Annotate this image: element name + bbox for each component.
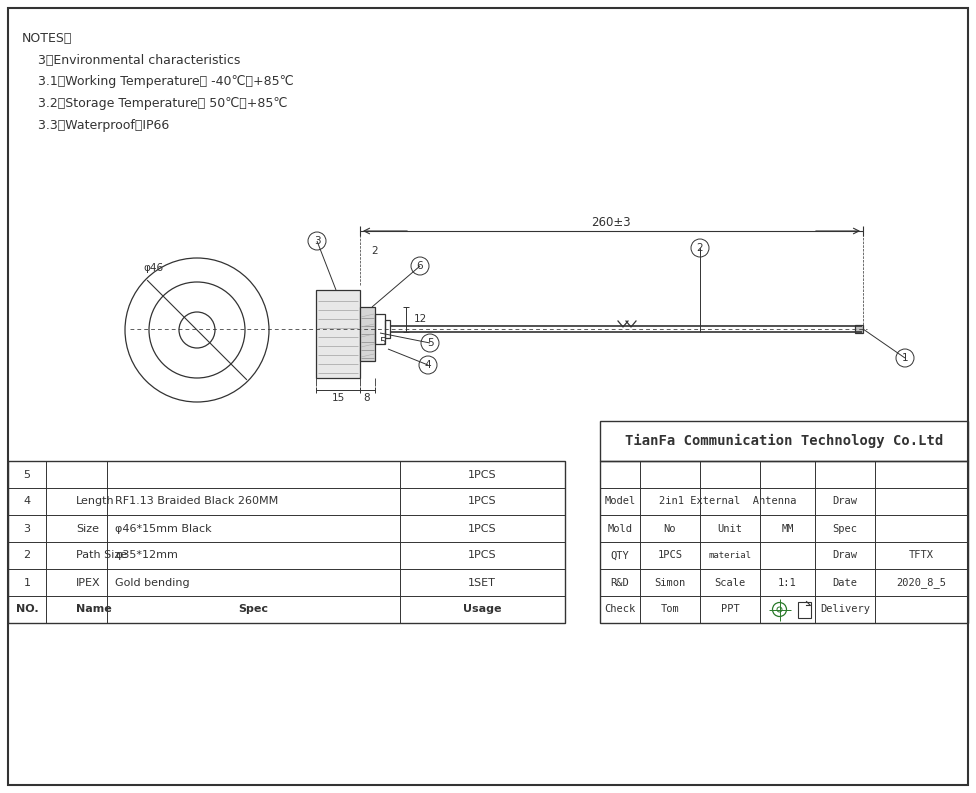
Text: 1PCS: 1PCS bbox=[658, 550, 682, 561]
Text: 3.2、Storage Temperature： 50℃～+85℃: 3.2、Storage Temperature： 50℃～+85℃ bbox=[22, 98, 287, 110]
Text: material: material bbox=[709, 551, 752, 560]
Text: Mold: Mold bbox=[607, 523, 632, 534]
Text: 8: 8 bbox=[364, 393, 370, 403]
Text: 2020_8_5: 2020_8_5 bbox=[897, 577, 947, 588]
Text: 3: 3 bbox=[313, 236, 320, 246]
Text: NOTES：: NOTES： bbox=[22, 32, 72, 44]
Text: Usage: Usage bbox=[463, 604, 502, 615]
Text: 2: 2 bbox=[23, 550, 30, 561]
Text: 1PCS: 1PCS bbox=[468, 496, 497, 507]
Bar bbox=[385, 320, 390, 338]
Text: 3.3、Waterproof：IP66: 3.3、Waterproof：IP66 bbox=[22, 120, 169, 132]
Text: Date: Date bbox=[833, 577, 858, 588]
Text: Draw: Draw bbox=[833, 550, 858, 561]
Text: 3: 3 bbox=[23, 523, 30, 534]
Text: NO.: NO. bbox=[16, 604, 38, 615]
Bar bbox=[855, 325, 863, 333]
Text: 15: 15 bbox=[332, 393, 345, 403]
Bar bbox=[600, 461, 968, 623]
Text: 1SET: 1SET bbox=[468, 577, 496, 588]
Text: 4: 4 bbox=[23, 496, 30, 507]
Text: R&D: R&D bbox=[611, 577, 630, 588]
Text: 6: 6 bbox=[417, 261, 424, 271]
Text: φ35*12mm: φ35*12mm bbox=[115, 550, 178, 561]
Text: φ46*15mm Black: φ46*15mm Black bbox=[115, 523, 212, 534]
Text: Gold bending: Gold bending bbox=[115, 577, 189, 588]
Bar bbox=[600, 421, 968, 461]
Text: Check: Check bbox=[604, 604, 635, 615]
Text: Spec: Spec bbox=[238, 604, 268, 615]
Text: MM: MM bbox=[781, 523, 793, 534]
Text: TFTX: TFTX bbox=[909, 550, 934, 561]
Text: 3、Environmental characteristics: 3、Environmental characteristics bbox=[22, 53, 240, 67]
Text: 5: 5 bbox=[379, 337, 386, 347]
Text: 2in1 External  Antenna: 2in1 External Antenna bbox=[659, 496, 796, 507]
Text: RF1.13 Braided Black 260MM: RF1.13 Braided Black 260MM bbox=[115, 496, 278, 507]
Text: 1PCS: 1PCS bbox=[468, 469, 497, 480]
Text: Tom: Tom bbox=[661, 604, 679, 615]
Text: Draw: Draw bbox=[833, 496, 858, 507]
Text: 5: 5 bbox=[427, 338, 433, 348]
Text: Name: Name bbox=[76, 604, 111, 615]
Text: 2: 2 bbox=[372, 246, 379, 256]
Text: Size: Size bbox=[76, 523, 99, 534]
Text: 1:1: 1:1 bbox=[778, 577, 796, 588]
Bar bbox=[316, 290, 360, 378]
Text: 2: 2 bbox=[697, 243, 704, 253]
Text: 1: 1 bbox=[902, 353, 909, 363]
Bar bbox=[375, 314, 385, 344]
Text: 4: 4 bbox=[425, 360, 431, 370]
Text: TianFa Communication Technology Co.Ltd: TianFa Communication Technology Co.Ltd bbox=[625, 434, 943, 448]
Bar bbox=[797, 602, 810, 618]
Text: φ46: φ46 bbox=[143, 263, 163, 273]
Text: IPEX: IPEX bbox=[76, 577, 101, 588]
Text: Path Size: Path Size bbox=[76, 550, 127, 561]
Text: 12: 12 bbox=[414, 315, 427, 324]
Text: Simon: Simon bbox=[654, 577, 685, 588]
Bar bbox=[8, 461, 565, 623]
Text: Spec: Spec bbox=[833, 523, 858, 534]
Text: Length: Length bbox=[76, 496, 114, 507]
Text: No: No bbox=[664, 523, 676, 534]
Text: 1: 1 bbox=[23, 577, 30, 588]
Text: Unit: Unit bbox=[717, 523, 743, 534]
Text: 1PCS: 1PCS bbox=[468, 523, 497, 534]
Text: Model: Model bbox=[604, 496, 635, 507]
Text: 5: 5 bbox=[23, 469, 30, 480]
Text: Delivery: Delivery bbox=[820, 604, 870, 615]
Text: 260±3: 260±3 bbox=[591, 216, 630, 229]
Text: 1PCS: 1PCS bbox=[468, 550, 497, 561]
Text: 3.1、Working Temperature： -40℃～+85℃: 3.1、Working Temperature： -40℃～+85℃ bbox=[22, 75, 294, 89]
Text: Scale: Scale bbox=[714, 577, 746, 588]
Bar bbox=[360, 307, 375, 361]
Text: PPT: PPT bbox=[720, 604, 740, 615]
Text: QTY: QTY bbox=[611, 550, 630, 561]
